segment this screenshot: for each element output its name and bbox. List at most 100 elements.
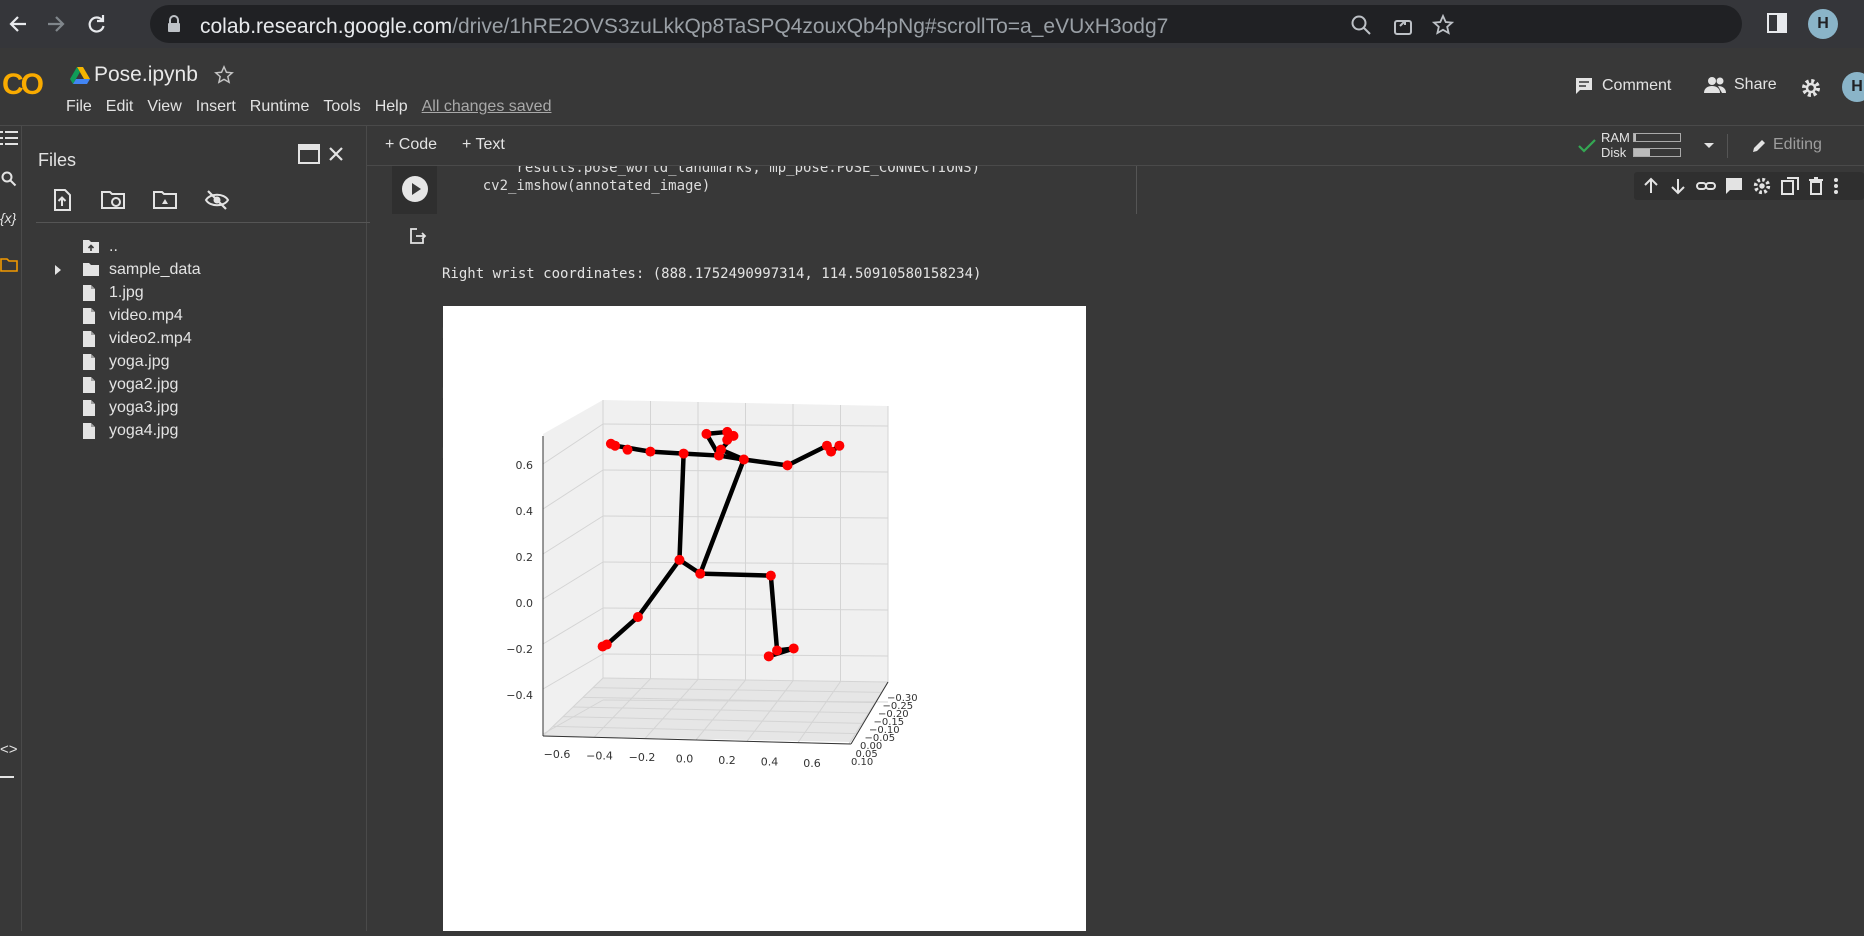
share-button[interactable]: Share	[1704, 76, 1777, 94]
add-comment-icon[interactable]	[1725, 177, 1743, 195]
landmark-point	[645, 447, 655, 457]
editing-mode-button[interactable]: Editing	[1773, 136, 1822, 154]
browser-profile-avatar[interactable]: H	[1808, 9, 1838, 39]
x-tick-label: 0.4	[761, 756, 779, 769]
chevron-down-icon[interactable]	[1703, 142, 1715, 150]
output-actions-icon[interactable]	[409, 227, 427, 245]
mirror-cell-icon[interactable]	[1781, 177, 1799, 195]
terminal-icon[interactable]	[0, 776, 14, 782]
ram-meter	[1633, 133, 1681, 142]
files-panel-title: Files	[38, 150, 76, 171]
cell-settings-icon[interactable]	[1752, 176, 1772, 196]
expand-caret-icon[interactable]	[54, 263, 62, 281]
lock-icon	[166, 15, 182, 33]
upload-file-icon[interactable]	[50, 188, 74, 212]
landmark-point	[826, 447, 836, 457]
menu-insert[interactable]: Insert	[196, 98, 236, 116]
toggle-hidden-files-icon[interactable]	[204, 188, 230, 212]
forward-icon[interactable]	[40, 8, 72, 40]
link-icon[interactable]	[1696, 177, 1716, 195]
code-line: cv2_imshow(annotated_image)	[449, 178, 710, 194]
output-gutter	[392, 214, 437, 931]
file-name: 1.jpg	[109, 284, 144, 302]
x-tick-label: 0.6	[803, 757, 821, 770]
reload-icon[interactable]	[80, 8, 112, 40]
colab-header: CO Pose.ipynb File Edit View Insert Runt…	[0, 48, 1864, 126]
folder-icon	[82, 261, 100, 282]
save-status[interactable]: All changes saved	[422, 98, 552, 116]
side-panel-icon[interactable]	[1766, 12, 1788, 34]
output-plot-image: 0.6 0.4 0.2 0.0 −0.2 −0.4 −0.6 −0.4 −0.2 0.0 0.2 0.…	[443, 306, 1086, 931]
url-text[interactable]: colab.research.google.com/drive/1hRE2OVS…	[200, 15, 1168, 39]
add-text-button[interactable]: + Text	[462, 136, 505, 154]
menu-help[interactable]: Help	[375, 98, 408, 116]
close-icon[interactable]	[328, 146, 344, 162]
add-code-button[interactable]: + Code	[385, 136, 437, 154]
x-tick-label: −0.4	[586, 750, 613, 763]
landmark-point	[834, 441, 844, 451]
comment-label: Comment	[1602, 77, 1671, 95]
address-bar[interactable]: colab.research.google.com/drive/1hRE2OVS…	[150, 5, 1742, 43]
pencil-icon	[1751, 138, 1767, 154]
share-page-icon[interactable]	[1392, 14, 1414, 36]
delete-icon[interactable]	[1808, 177, 1824, 195]
x-tick-label: 0.0	[676, 753, 694, 766]
resources-indicator[interactable]: RAM Disk	[1601, 128, 1671, 164]
move-up-icon[interactable]	[1642, 177, 1660, 195]
variables-icon[interactable]: {x}	[0, 210, 16, 226]
notebook-title[interactable]: Pose.ipynb	[94, 63, 198, 87]
star-icon[interactable]	[214, 65, 234, 85]
bookmark-star-icon[interactable]	[1432, 14, 1454, 36]
menu-runtime[interactable]: Runtime	[250, 98, 310, 116]
connected-check-icon	[1578, 139, 1596, 153]
search-icon[interactable]	[1, 170, 17, 188]
notebook-toolbar: + Code + Text RAM Disk Editing	[367, 126, 1864, 166]
menu-edit[interactable]: Edit	[106, 98, 134, 116]
files-panel: Files .. sample_data 1.jpg video.mp4 video2.…	[22, 126, 367, 931]
landmark-point	[695, 569, 705, 579]
file-name: sample_data	[109, 261, 201, 279]
code-editor[interactable]: results.pose_world_landmarks, mp_pose.PO…	[437, 166, 1137, 214]
zoom-icon[interactable]	[1350, 14, 1372, 36]
code-line: results.pose_world_landmarks, mp_pose.PO…	[449, 166, 980, 176]
landmark-point	[739, 454, 749, 464]
file-icon	[82, 376, 96, 399]
run-cell-button[interactable]	[402, 176, 428, 202]
landmark-point	[772, 645, 782, 655]
ram-label: RAM	[1601, 130, 1630, 145]
settings-gear-icon[interactable]	[1800, 77, 1822, 99]
code-snippets-icon[interactable]: <>	[0, 741, 18, 758]
refresh-folder-icon[interactable]	[100, 188, 126, 212]
file-icon	[82, 353, 96, 376]
comment-button[interactable]: Comment	[1574, 76, 1671, 96]
colab-logo[interactable]: CO	[2, 68, 41, 102]
landmark-point	[766, 571, 776, 581]
menu-file[interactable]: File	[66, 98, 92, 116]
browser-toolbar: colab.research.google.com/drive/1hRE2OVS…	[0, 0, 1864, 48]
menu-view[interactable]: View	[147, 98, 181, 116]
file-icon	[82, 284, 96, 307]
landmark-point	[722, 435, 732, 445]
y-tick-label: 0.0	[516, 597, 534, 610]
file-name: video2.mp4	[109, 330, 192, 348]
y-tick-label: −0.4	[506, 689, 533, 702]
more-options-icon[interactable]	[1833, 177, 1839, 195]
file-icon	[82, 422, 96, 445]
landmark-point	[716, 445, 726, 455]
mount-drive-icon[interactable]	[152, 188, 178, 212]
back-icon[interactable]	[2, 8, 34, 40]
y-tick-label: 0.4	[516, 505, 534, 518]
file-name: video.mp4	[109, 307, 183, 325]
menu-tools[interactable]: Tools	[323, 98, 360, 116]
file-icon	[82, 307, 96, 330]
colab-profile-avatar[interactable]: H	[1842, 72, 1864, 102]
landmark-point	[598, 642, 608, 652]
file-name: ..	[109, 238, 118, 256]
ram-meter-fill	[1634, 134, 1636, 141]
table-of-contents-icon[interactable]	[0, 130, 18, 146]
open-in-tab-icon[interactable]	[298, 144, 320, 164]
comment-icon	[1574, 76, 1594, 96]
x-tick-label: 0.2	[718, 754, 736, 767]
files-folder-icon[interactable]	[0, 258, 18, 272]
move-down-icon[interactable]	[1669, 177, 1687, 195]
